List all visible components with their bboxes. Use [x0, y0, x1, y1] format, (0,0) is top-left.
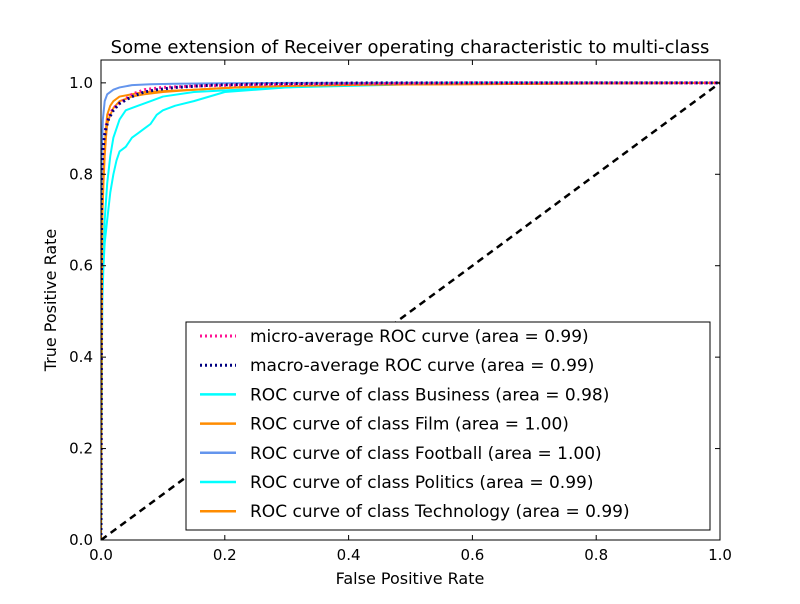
- x-tick-label: 1.0: [708, 546, 732, 564]
- y-tick-label: 1.0: [69, 74, 93, 92]
- legend-label-3: ROC curve of class Film (area = 1.00): [250, 415, 569, 435]
- series-line-2: [101, 81, 720, 540]
- chart-title: Some extension of Receiver operating cha…: [111, 37, 710, 58]
- x-tick-label: 0.0: [89, 546, 113, 564]
- x-tick-label: 0.2: [213, 546, 237, 564]
- x-tick-label: 0.6: [460, 546, 484, 564]
- y-tick-label: 0.4: [69, 348, 93, 366]
- y-axis-label: True Positive Rate: [41, 229, 60, 373]
- legend-label-5: ROC curve of class Politics (area = 0.99…: [250, 473, 593, 493]
- plot-frame: [100, 59, 721, 541]
- legend: micro-average ROC curve (area = 0.99) mac…: [185, 321, 711, 531]
- series-line-6: [101, 81, 720, 540]
- series-line-4: [101, 81, 720, 540]
- x-tick-label: 0.4: [337, 546, 361, 564]
- y-tick-label: 0.2: [69, 440, 93, 458]
- x-axis-label: False Positive Rate: [336, 569, 485, 588]
- legend-items: micro-average ROC curve (area = 0.99) mac…: [200, 327, 630, 522]
- series-line-1: [101, 81, 720, 540]
- legend-box: [185, 321, 711, 531]
- y-axis-ticks: 0.0 0.2 0.4 0.6 0.8 1.0: [69, 74, 720, 549]
- legend-label-4: ROC curve of class Football (area = 1.00…: [250, 444, 602, 464]
- legend-label-1: macro-average ROC curve (area = 0.99): [250, 356, 594, 376]
- legend-label-2: ROC curve of class Business (area = 0.98…: [250, 385, 609, 405]
- chance-diagonal-line: [101, 81, 720, 540]
- series-line-5: [101, 81, 720, 540]
- x-axis-ticks: 0.0 0.2 0.4 0.6 0.8 1.0: [89, 60, 732, 564]
- y-tick-label: 0.8: [69, 165, 93, 183]
- legend-label-6: ROC curve of class Technology (area = 0.…: [250, 502, 630, 522]
- x-tick-label: 0.8: [584, 546, 608, 564]
- y-tick-label: 0.0: [69, 531, 93, 549]
- legend-label-0: micro-average ROC curve (area = 0.99): [250, 327, 589, 347]
- y-tick-label: 0.6: [69, 257, 93, 275]
- series-layer: [101, 81, 720, 540]
